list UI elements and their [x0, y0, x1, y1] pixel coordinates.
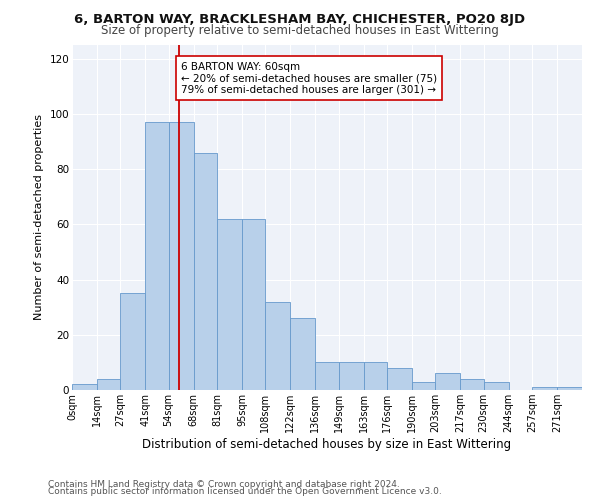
Text: 6, BARTON WAY, BRACKLESHAM BAY, CHICHESTER, PO20 8JD: 6, BARTON WAY, BRACKLESHAM BAY, CHICHEST… [74, 12, 526, 26]
Bar [338, 362, 364, 390]
Bar [97, 379, 121, 390]
Bar [72, 384, 97, 390]
Bar [460, 379, 484, 390]
Bar [217, 219, 242, 390]
Bar [532, 387, 557, 390]
Text: Size of property relative to semi-detached houses in East Wittering: Size of property relative to semi-detach… [101, 24, 499, 37]
Bar [169, 122, 194, 390]
Bar [435, 374, 460, 390]
Bar [484, 382, 509, 390]
Y-axis label: Number of semi-detached properties: Number of semi-detached properties [34, 114, 44, 320]
Text: Contains public sector information licensed under the Open Government Licence v3: Contains public sector information licen… [48, 488, 442, 496]
Bar [316, 362, 338, 390]
Bar [265, 302, 290, 390]
Text: 6 BARTON WAY: 60sqm
← 20% of semi-detached houses are smaller (75)
79% of semi-d: 6 BARTON WAY: 60sqm ← 20% of semi-detach… [181, 62, 437, 95]
Bar [412, 382, 435, 390]
Bar [290, 318, 316, 390]
Bar [121, 294, 145, 390]
Text: Contains HM Land Registry data © Crown copyright and database right 2024.: Contains HM Land Registry data © Crown c… [48, 480, 400, 489]
Bar [387, 368, 412, 390]
X-axis label: Distribution of semi-detached houses by size in East Wittering: Distribution of semi-detached houses by … [142, 438, 512, 451]
Bar [242, 219, 265, 390]
Bar [364, 362, 387, 390]
Bar [145, 122, 169, 390]
Bar [557, 387, 582, 390]
Bar [194, 152, 217, 390]
